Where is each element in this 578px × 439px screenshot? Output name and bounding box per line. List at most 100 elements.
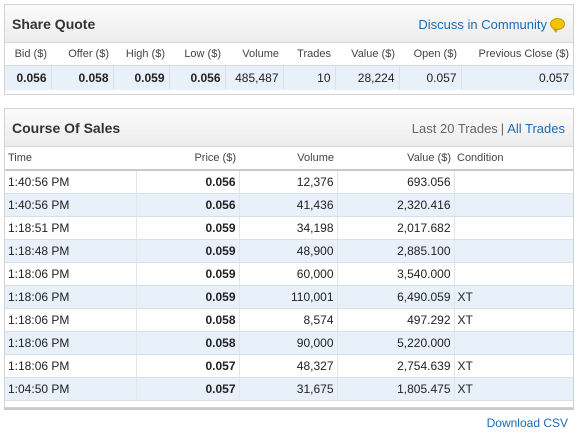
trade-price: 0.059 (136, 216, 240, 240)
trade-condition (454, 331, 573, 355)
quote-header-offer: Offer ($) (51, 43, 113, 66)
sales-table: Time Price ($) Volume Value ($) Conditio… (5, 147, 573, 401)
share-quote-panel: Share Quote Discuss in Community Bid ($)… (4, 4, 574, 95)
trade-condition: XT (454, 354, 573, 378)
sales-header-value: Value ($) (337, 147, 454, 171)
quote-header-high: High ($) (113, 43, 169, 66)
sales-header-time: Time (5, 147, 136, 171)
filter-separator: | (500, 121, 505, 136)
discuss-community-wrap[interactable]: Discuss in Community (418, 17, 565, 33)
trade-value: 2,017.682 (337, 216, 455, 240)
table-row: 1:18:51 PM 0.059 34,198 2,017.682 (5, 216, 573, 240)
sales-header-condition: Condition (454, 147, 573, 171)
table-row: 1:40:56 PM 0.056 12,376 693.056 (5, 170, 573, 194)
quote-header-low: Low ($) (169, 43, 225, 66)
quote-header-bid: Bid ($) (5, 43, 51, 66)
share-quote-header: Share Quote Discuss in Community (5, 5, 573, 43)
trade-value: 5,220.000 (337, 331, 455, 355)
table-row: 1:18:06 PM 0.058 90,000 5,220.000 (5, 331, 573, 355)
trade-volume: 90,000 (239, 331, 338, 355)
trade-time: 1:18:51 PM (5, 216, 137, 240)
trade-value: 693.056 (337, 170, 455, 194)
trade-volume: 31,675 (239, 377, 338, 401)
trade-value: 497.292 (337, 308, 455, 332)
trade-price: 0.059 (136, 262, 240, 286)
quote-header-trades: Trades (283, 43, 335, 66)
table-row: 1:18:48 PM 0.059 48,900 2,885.100 (5, 239, 573, 263)
table-row: 1:18:06 PM 0.057 48,327 2,754.639 XT (5, 354, 573, 378)
quote-header-prev-close: Previous Close ($) (461, 43, 573, 66)
trade-price: 0.056 (136, 170, 240, 194)
trade-time: 1:18:06 PM (5, 308, 137, 332)
comment-bubble-icon[interactable] (550, 18, 565, 33)
trade-price: 0.056 (136, 193, 240, 217)
trade-condition (454, 239, 573, 263)
trade-value: 2,320.416 (337, 193, 455, 217)
trade-price: 0.059 (136, 285, 240, 309)
trade-volume: 110,001 (239, 285, 338, 309)
course-of-sales-title: Course Of Sales (12, 120, 121, 136)
trade-volume: 48,327 (239, 354, 338, 378)
table-row: 1:18:06 PM 0.059 60,000 3,540.000 (5, 262, 573, 286)
trade-condition (454, 216, 573, 240)
trade-condition (454, 170, 573, 194)
sales-header-volume: Volume (239, 147, 337, 171)
all-trades-link[interactable]: All Trades (507, 121, 565, 136)
trade-time: 1:40:56 PM (5, 170, 137, 194)
trade-price: 0.059 (136, 239, 240, 263)
quote-header-row: Bid ($) Offer ($) High ($) Low ($) Volum… (5, 43, 573, 66)
trade-price: 0.057 (136, 354, 240, 378)
trade-price: 0.058 (136, 308, 240, 332)
share-quote-title: Share Quote (12, 16, 96, 32)
trade-condition: XT (454, 285, 573, 309)
trade-condition: XT (454, 377, 573, 401)
table-row: 1:04:50 PM 0.057 31,675 1,805.475 XT (5, 377, 573, 401)
trade-time: 1:18:06 PM (5, 331, 137, 355)
quote-value: 28,224 (335, 65, 400, 90)
quote-bid: 0.056 (5, 65, 52, 90)
quote-value-row: 0.056 0.058 0.059 0.056 485,487 10 28,22… (5, 65, 573, 90)
sales-footer: Download CSV (4, 408, 574, 435)
trade-value: 2,754.639 (337, 354, 455, 378)
quote-offer: 0.058 (51, 65, 114, 90)
trade-value: 3,540.000 (337, 262, 455, 286)
quote-high: 0.059 (113, 65, 170, 90)
trade-time: 1:18:48 PM (5, 239, 137, 263)
trade-value: 1,805.475 (337, 377, 455, 401)
trade-volume: 41,436 (239, 193, 338, 217)
table-row: 1:18:06 PM 0.059 110,001 6,490.059 XT (5, 285, 573, 309)
trade-price: 0.057 (136, 377, 240, 401)
quote-trades: 10 (283, 65, 336, 90)
trade-volume: 34,198 (239, 216, 338, 240)
trade-time: 1:18:06 PM (5, 285, 137, 309)
trade-price: 0.058 (136, 331, 240, 355)
trade-condition (454, 262, 573, 286)
trade-volume: 48,900 (239, 239, 338, 263)
table-row: 1:40:56 PM 0.056 41,436 2,320.416 (5, 193, 573, 217)
table-row: 1:18:06 PM 0.058 8,574 497.292 XT (5, 308, 573, 332)
quote-header-value: Value ($) (335, 43, 399, 66)
course-of-sales-panel: Course Of Sales Last 20 Trades | All Trade… (4, 108, 574, 408)
trade-volume: 60,000 (239, 262, 338, 286)
quote-table: Bid ($) Offer ($) High ($) Low ($) Volum… (5, 43, 573, 90)
trade-condition (454, 193, 573, 217)
trade-time: 1:04:50 PM (5, 377, 137, 401)
course-of-sales-header: Course Of Sales Last 20 Trades | All Trade… (5, 109, 573, 147)
quote-volume: 485,487 (225, 65, 284, 90)
quote-prev-close: 0.057 (461, 65, 573, 90)
trade-time: 1:18:06 PM (5, 262, 137, 286)
sales-header-price: Price ($) (136, 147, 239, 171)
download-csv-link[interactable]: Download CSV (486, 416, 568, 430)
last-trades-label: Last 20 Trades (411, 121, 498, 136)
sales-header-row: Time Price ($) Volume Value ($) Conditio… (5, 147, 573, 171)
quote-header-open: Open ($) (399, 43, 461, 66)
trade-volume: 12,376 (239, 170, 338, 194)
discuss-community-link[interactable]: Discuss in Community (418, 17, 547, 32)
trade-value: 6,490.059 (337, 285, 455, 309)
quote-open: 0.057 (399, 65, 462, 90)
trade-time: 1:40:56 PM (5, 193, 137, 217)
trade-condition: XT (454, 308, 573, 332)
trade-value: 2,885.100 (337, 239, 455, 263)
trades-filter: Last 20 Trades | All Trades (412, 121, 565, 136)
quote-header-volume: Volume (225, 43, 283, 66)
